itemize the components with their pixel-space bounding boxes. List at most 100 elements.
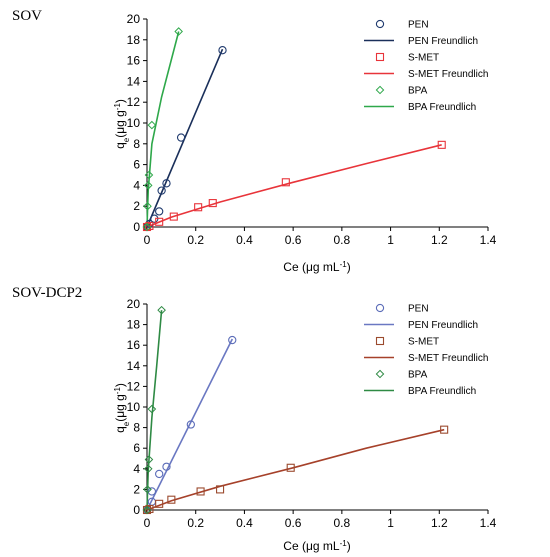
data-point-pen: [162, 462, 171, 471]
y-axis-title: qe(μg g-1): [113, 99, 131, 149]
data-point-bpa: [144, 170, 154, 180]
y-tick-label: 12: [127, 379, 141, 393]
data-point-bpa: [143, 201, 152, 211]
data-point-s-met: [286, 463, 295, 472]
data-point-s-met: [281, 178, 290, 187]
data-point-s-met: [155, 217, 164, 226]
y-tick-label: 12: [127, 95, 141, 109]
y-tick-label: 14: [127, 74, 141, 88]
x-tick-label: 0.6: [285, 516, 302, 530]
y-tick-label: 8: [133, 421, 140, 435]
legend-label-bpa: BPA: [408, 86, 428, 97]
x-tick-label: 0.8: [334, 233, 351, 247]
y-tick-label: 8: [133, 137, 140, 151]
series-markers: [142, 305, 449, 515]
y-tick-label: 0: [133, 503, 140, 517]
data-point-pen: [218, 46, 227, 55]
data-point-bpa: [174, 27, 183, 36]
legend-swatch-bpa: [375, 369, 385, 379]
legend-label-bpa-freundlich: BPA Freundlich: [408, 386, 476, 397]
data-point-bpa: [143, 181, 153, 190]
y-tick-label: 6: [133, 441, 140, 455]
data-point-s-met: [145, 221, 154, 231]
panel-title: SOV-DCP2: [12, 285, 82, 301]
y-tick-label: 16: [127, 54, 141, 68]
x-tick-label: 0.2: [187, 233, 204, 247]
y-tick-label: 4: [133, 178, 140, 192]
x-tick-label: 0.4: [236, 233, 253, 247]
legend-label-pen-freundlich: PEN Freundlich: [408, 320, 478, 331]
data-point-s-met: [196, 487, 205, 496]
legend-label-s-met-freundlich: S-MET Freundlich: [408, 69, 488, 80]
y-tick-label: 6: [133, 158, 140, 172]
data-point-bpa: [143, 464, 153, 474]
data-point-s-met: [216, 485, 225, 494]
legend-label-pen: PEN: [408, 20, 429, 31]
x-tick-label: 1.2: [431, 516, 448, 530]
legend-swatch-s-met: [375, 52, 385, 62]
data-point-pen: [162, 179, 171, 188]
x-tick-label: 1: [387, 516, 394, 530]
data-point-s-met: [440, 425, 449, 434]
legend-label-bpa-freundlich: BPA Freundlich: [408, 102, 476, 113]
y-tick-label: 2: [133, 199, 140, 213]
axes: 0 2 4 6 8 10 12 14 16 18 20 0 0.2 0.4 0.6 0.8 1 1.2 1.4: [127, 12, 497, 247]
series-markers: [142, 27, 446, 232]
data-point-pen: [186, 420, 195, 429]
series-line-s-met-freundlich: [146, 428, 445, 511]
data-point-bpa: [143, 485, 152, 494]
y-tick-label: 20: [127, 12, 141, 26]
data-point-s-met: [155, 499, 164, 508]
x-tick-label: 1.2: [431, 233, 448, 247]
y-tick-label: 10: [127, 116, 141, 130]
data-point-s-met: [145, 504, 154, 514]
data-point-s-met: [208, 199, 217, 208]
series-lines: [146, 310, 445, 511]
data-point-bpa: [142, 505, 152, 515]
y-tick-label: 14: [127, 359, 141, 373]
x-tick-label: 1.4: [480, 233, 497, 247]
legend-label-pen-freundlich: PEN Freundlich: [408, 36, 478, 47]
y-tick-label: 16: [127, 338, 141, 352]
data-point-s-met: [167, 495, 176, 504]
data-point-pen: [228, 335, 237, 345]
panel-title: SOV: [12, 8, 42, 24]
x-tick-label: 0.2: [187, 516, 204, 530]
x-tick-label: 1: [387, 233, 394, 247]
x-tick-label: 0.4: [236, 516, 253, 530]
axes: 0 2 4 6 8 10 12 14 16 18 20 0 0.2 0.4 0.6 0.8 1 1.2 1.4: [127, 297, 497, 530]
y-tick-label: 2: [133, 482, 140, 496]
x-axis-title: Ce (μg mL-1): [283, 260, 350, 275]
x-tick-label: 1.4: [480, 516, 497, 530]
legend-swatch-pen: [375, 303, 385, 313]
data-point-pen: [155, 207, 164, 216]
data-point-pen: [155, 469, 164, 479]
legend-label-s-met: S-MET: [408, 337, 439, 348]
x-axis-title: Ce (μg mL-1): [283, 539, 350, 554]
x-tick-label: 0.8: [334, 516, 351, 530]
legend-swatch-s-met: [375, 336, 385, 346]
y-tick-label: 4: [133, 462, 140, 476]
panel-sov: SOV 0 2 4 6 8 10 12 14 16 18 20 0 0.2 0.4 0.6 0.8 1 1.2 1.…: [12, 8, 497, 274]
legend-label-s-met: S-MET: [408, 53, 439, 64]
data-point-pen: [157, 186, 166, 195]
data-point-s-met: [437, 140, 446, 149]
data-point-s-met: [169, 212, 178, 221]
data-point-bpa: [147, 404, 157, 414]
x-tick-label: 0: [144, 516, 151, 530]
legend: PEN PEN Freundlich S-MET S-MET Freundlich BP…: [364, 303, 488, 397]
data-point-bpa: [157, 305, 166, 315]
x-tick-label: 0: [144, 233, 151, 247]
data-point-bpa: [144, 455, 154, 464]
y-tick-label: 0: [133, 220, 140, 234]
y-tick-label: 10: [127, 400, 141, 414]
data-point-s-met: [194, 203, 203, 212]
series-line-s-met-freundlich: [146, 144, 442, 228]
panel-sov-dcp2: SOV-DCP2 0 2 4 6 8 10 12 14 16 18 20 0 0.2 0.4 0.6 0.8 1…: [12, 285, 497, 553]
y-tick-label: 18: [127, 318, 141, 332]
legend-swatch-bpa: [375, 85, 385, 95]
series-lines: [146, 31, 442, 228]
legend: PEN PEN Freundlich S-MET S-MET Freundlich BP…: [364, 20, 488, 113]
y-tick-label: 18: [127, 33, 141, 47]
